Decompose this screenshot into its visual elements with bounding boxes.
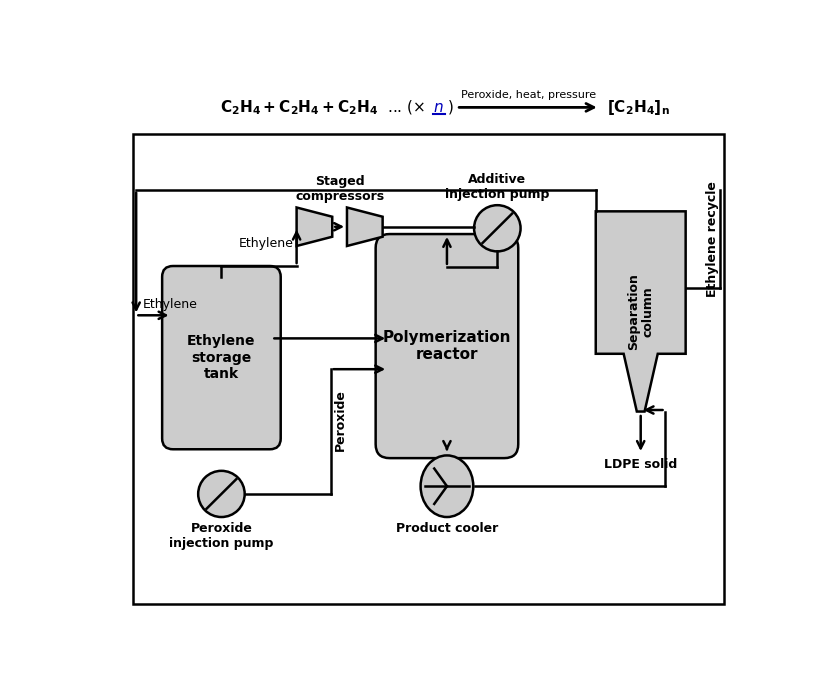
Text: ): ) [447, 100, 453, 115]
Text: Peroxide
injection pump: Peroxide injection pump [169, 521, 273, 550]
Text: $\mathbf{[C_2H_4]_n}$: $\mathbf{[C_2H_4]_n}$ [607, 98, 670, 117]
Text: Ethylene recycle: Ethylene recycle [705, 181, 718, 297]
Bar [133, 134, 723, 604]
FancyBboxPatch shape [162, 266, 281, 450]
Text: Separation
column: Separation column [626, 273, 654, 350]
FancyBboxPatch shape [375, 234, 518, 458]
Polygon shape [595, 212, 685, 411]
Circle shape [198, 470, 244, 517]
Polygon shape [347, 207, 383, 246]
Text: Staged
compressors: Staged compressors [295, 175, 383, 203]
Text: Additive
injection pump: Additive injection pump [445, 173, 549, 200]
Text: LDPE solid: LDPE solid [604, 458, 676, 470]
Text: $\mathit{n}$: $\mathit{n}$ [432, 100, 443, 115]
Text: Product cooler: Product cooler [395, 523, 498, 535]
Text: Ethylene: Ethylene [142, 299, 197, 311]
Circle shape [474, 205, 520, 251]
Text: Ethylene
storage
tank: Ethylene storage tank [187, 335, 255, 381]
Text: $\mathbf{C_2H_4 + C_2H_4 + C_2H_4}$  ... ($\times$: $\mathbf{C_2H_4 + C_2H_4 + C_2H_4}$ ... … [219, 98, 425, 117]
Text: Ethylene: Ethylene [238, 237, 293, 250]
Text: Peroxide, heat, pressure: Peroxide, heat, pressure [460, 90, 595, 100]
Ellipse shape [420, 455, 473, 517]
Text: Peroxide: Peroxide [334, 389, 346, 451]
Text: Polymerization
reactor: Polymerization reactor [383, 330, 511, 363]
Polygon shape [296, 207, 332, 246]
